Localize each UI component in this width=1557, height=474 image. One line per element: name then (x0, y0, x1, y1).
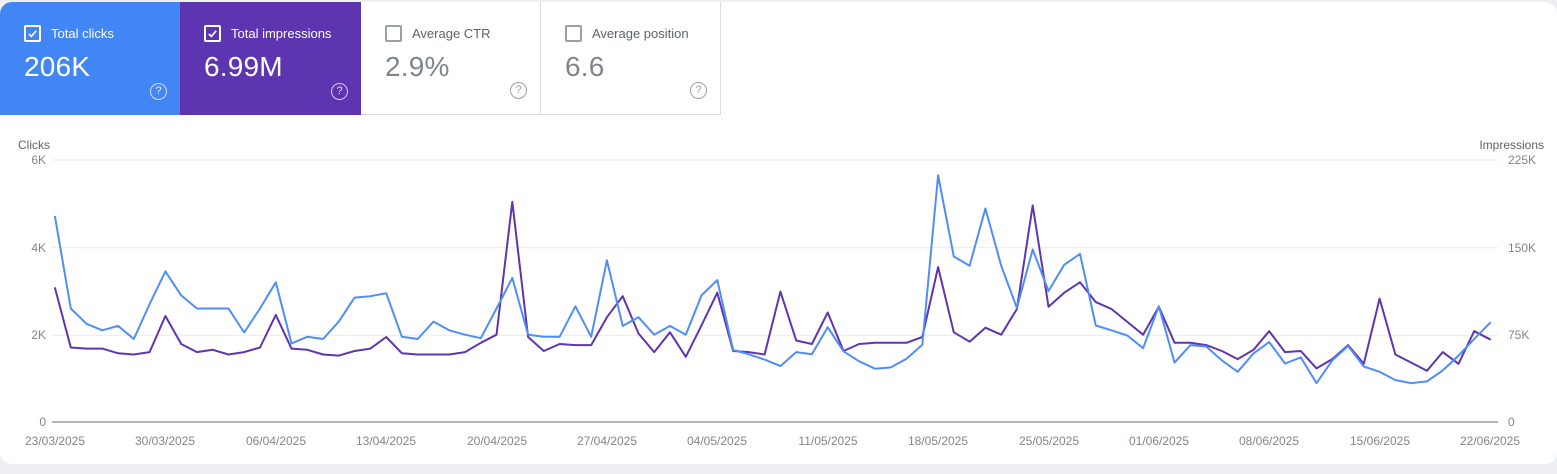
date-label: 25/05/2025 (1018, 434, 1080, 448)
checkmark-icon (208, 30, 217, 38)
left-axis-title: Clicks (18, 138, 50, 152)
date-label: 18/05/2025 (907, 434, 969, 448)
card-total-clicks[interactable]: Total clicks 206K ? (0, 2, 180, 115)
card-label: Average position (592, 26, 689, 41)
card-label: Total clicks (51, 26, 114, 41)
card-average-ctr[interactable]: Average CTR 2.9% ? (361, 2, 541, 115)
date-label: 01/06/2025 (1128, 434, 1190, 448)
series-line-clicks (54, 174, 1491, 385)
right-ytick: 150K (1508, 241, 1537, 255)
card-total-impressions[interactable]: Total impressions 6.99M ? (180, 2, 361, 115)
checkmark-icon (28, 30, 37, 38)
date-label: 11/05/2025 (798, 434, 858, 448)
date-label: 15/06/2025 (1349, 434, 1411, 448)
right-ytick: 0 (1508, 415, 1515, 429)
date-label: 23/03/2025 (24, 434, 86, 448)
help-icon[interactable]: ? (510, 82, 527, 99)
left-ytick: 2K (31, 328, 46, 342)
date-label: 13/04/2025 (355, 434, 417, 448)
right-axis-title: Impressions (1479, 138, 1544, 152)
date-label: 27/04/2025 (576, 434, 638, 448)
checkbox-unchecked-icon[interactable] (565, 25, 582, 42)
card-average-position[interactable]: Average position 6.6 ? (541, 2, 721, 115)
card-value: 6.99M (204, 51, 283, 82)
left-ytick: 4K (31, 241, 46, 255)
checkbox-checked-icon[interactable] (24, 25, 41, 42)
right-ytick: 225K (1508, 153, 1537, 167)
date-label: 04/05/2025 (686, 434, 748, 448)
card-label: Average CTR (412, 26, 491, 41)
series-line-impressions (54, 200, 1491, 372)
date-label: 30/03/2025 (134, 434, 196, 448)
left-ytick: 6K (31, 153, 46, 167)
performance-panel: Total clicks 206K ? Total impressions 6.… (0, 2, 1557, 464)
help-icon[interactable]: ? (690, 82, 707, 99)
card-label: Total impressions (231, 26, 332, 41)
date-label: 22/06/2025 (1459, 434, 1521, 448)
left-ytick: 0 (39, 415, 46, 429)
right-ytick: 75K (1508, 328, 1530, 342)
help-icon[interactable]: ? (150, 83, 167, 100)
metric-cards: Total clicks 206K ? Total impressions 6.… (0, 2, 721, 115)
date-label: 08/06/2025 (1238, 434, 1300, 448)
card-value: 206K (24, 51, 91, 82)
checkbox-unchecked-icon[interactable] (385, 25, 402, 42)
date-label: 20/04/2025 (466, 434, 528, 448)
checkbox-checked-icon[interactable] (204, 25, 221, 42)
card-value: 6.6 (565, 51, 605, 82)
card-value: 2.9% (385, 51, 450, 82)
date-label: 06/04/2025 (245, 434, 307, 448)
performance-line-chart[interactable] (0, 132, 1557, 442)
help-icon[interactable]: ? (331, 83, 348, 100)
